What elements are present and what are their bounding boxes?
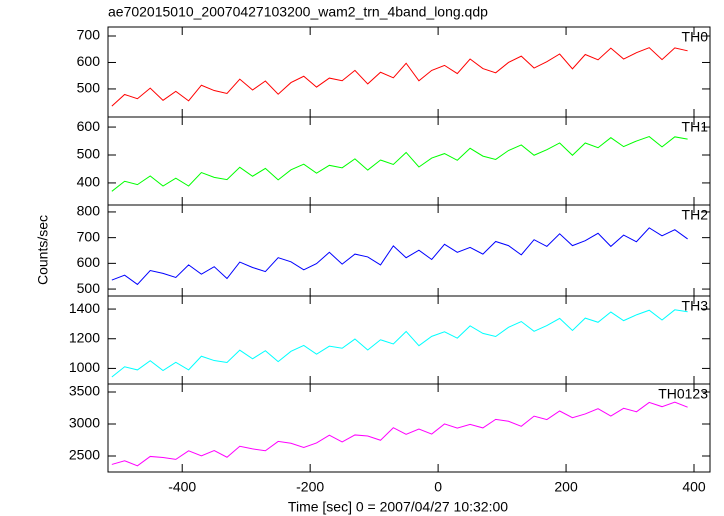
- y-tick-label: 400: [77, 174, 101, 190]
- panel-frame: [107, 116, 711, 206]
- y-axis-label: Counts/sec: [35, 215, 51, 285]
- y-tick-label: 3000: [69, 415, 100, 431]
- x-tick-label: -200: [296, 479, 324, 495]
- y-tick-label: 700: [77, 228, 101, 244]
- panel-label: TH1: [682, 119, 709, 135]
- y-tick-label: 1400: [69, 300, 100, 316]
- chart-title: ae702015010_20070427103200_wam2_trn_4ban…: [108, 4, 488, 20]
- panel-label: TH0: [682, 29, 709, 45]
- y-tick-label: 2500: [69, 447, 100, 463]
- y-tick-label: 1000: [69, 359, 100, 375]
- y-tick-label: 500: [77, 146, 101, 162]
- y-tick-label: 500: [77, 80, 101, 96]
- panel-frame: [107, 26, 711, 118]
- x-tick-label: 0: [434, 479, 442, 495]
- y-tick-label: 3500: [69, 383, 100, 399]
- y-tick-label: 600: [77, 53, 101, 69]
- data-line: [111, 401, 688, 467]
- panel-frame: [107, 383, 711, 473]
- y-tick-label: 600: [77, 118, 101, 134]
- panel-label: TH0123: [658, 386, 708, 402]
- y-tick-label: 1200: [69, 329, 100, 345]
- x-tick-label: -400: [168, 479, 196, 495]
- y-tick-label: 500: [77, 280, 101, 296]
- x-tick-label: 400: [682, 479, 706, 495]
- y-tick-label: 600: [77, 254, 101, 270]
- y-tick-label: 800: [77, 203, 101, 219]
- data-line: [111, 309, 688, 378]
- y-tick-label: 700: [77, 27, 101, 43]
- data-line: [111, 135, 688, 192]
- x-tick-label: 200: [554, 479, 578, 495]
- panel-frame: [107, 204, 711, 297]
- panel-frame: [107, 295, 711, 385]
- panel-label: TH2: [682, 207, 709, 223]
- data-line: [111, 47, 688, 107]
- panel-label: TH3: [682, 298, 709, 314]
- x-axis-label: Time [sec] 0 = 2007/04/27 10:32:00: [288, 499, 508, 515]
- data-line: [111, 227, 688, 286]
